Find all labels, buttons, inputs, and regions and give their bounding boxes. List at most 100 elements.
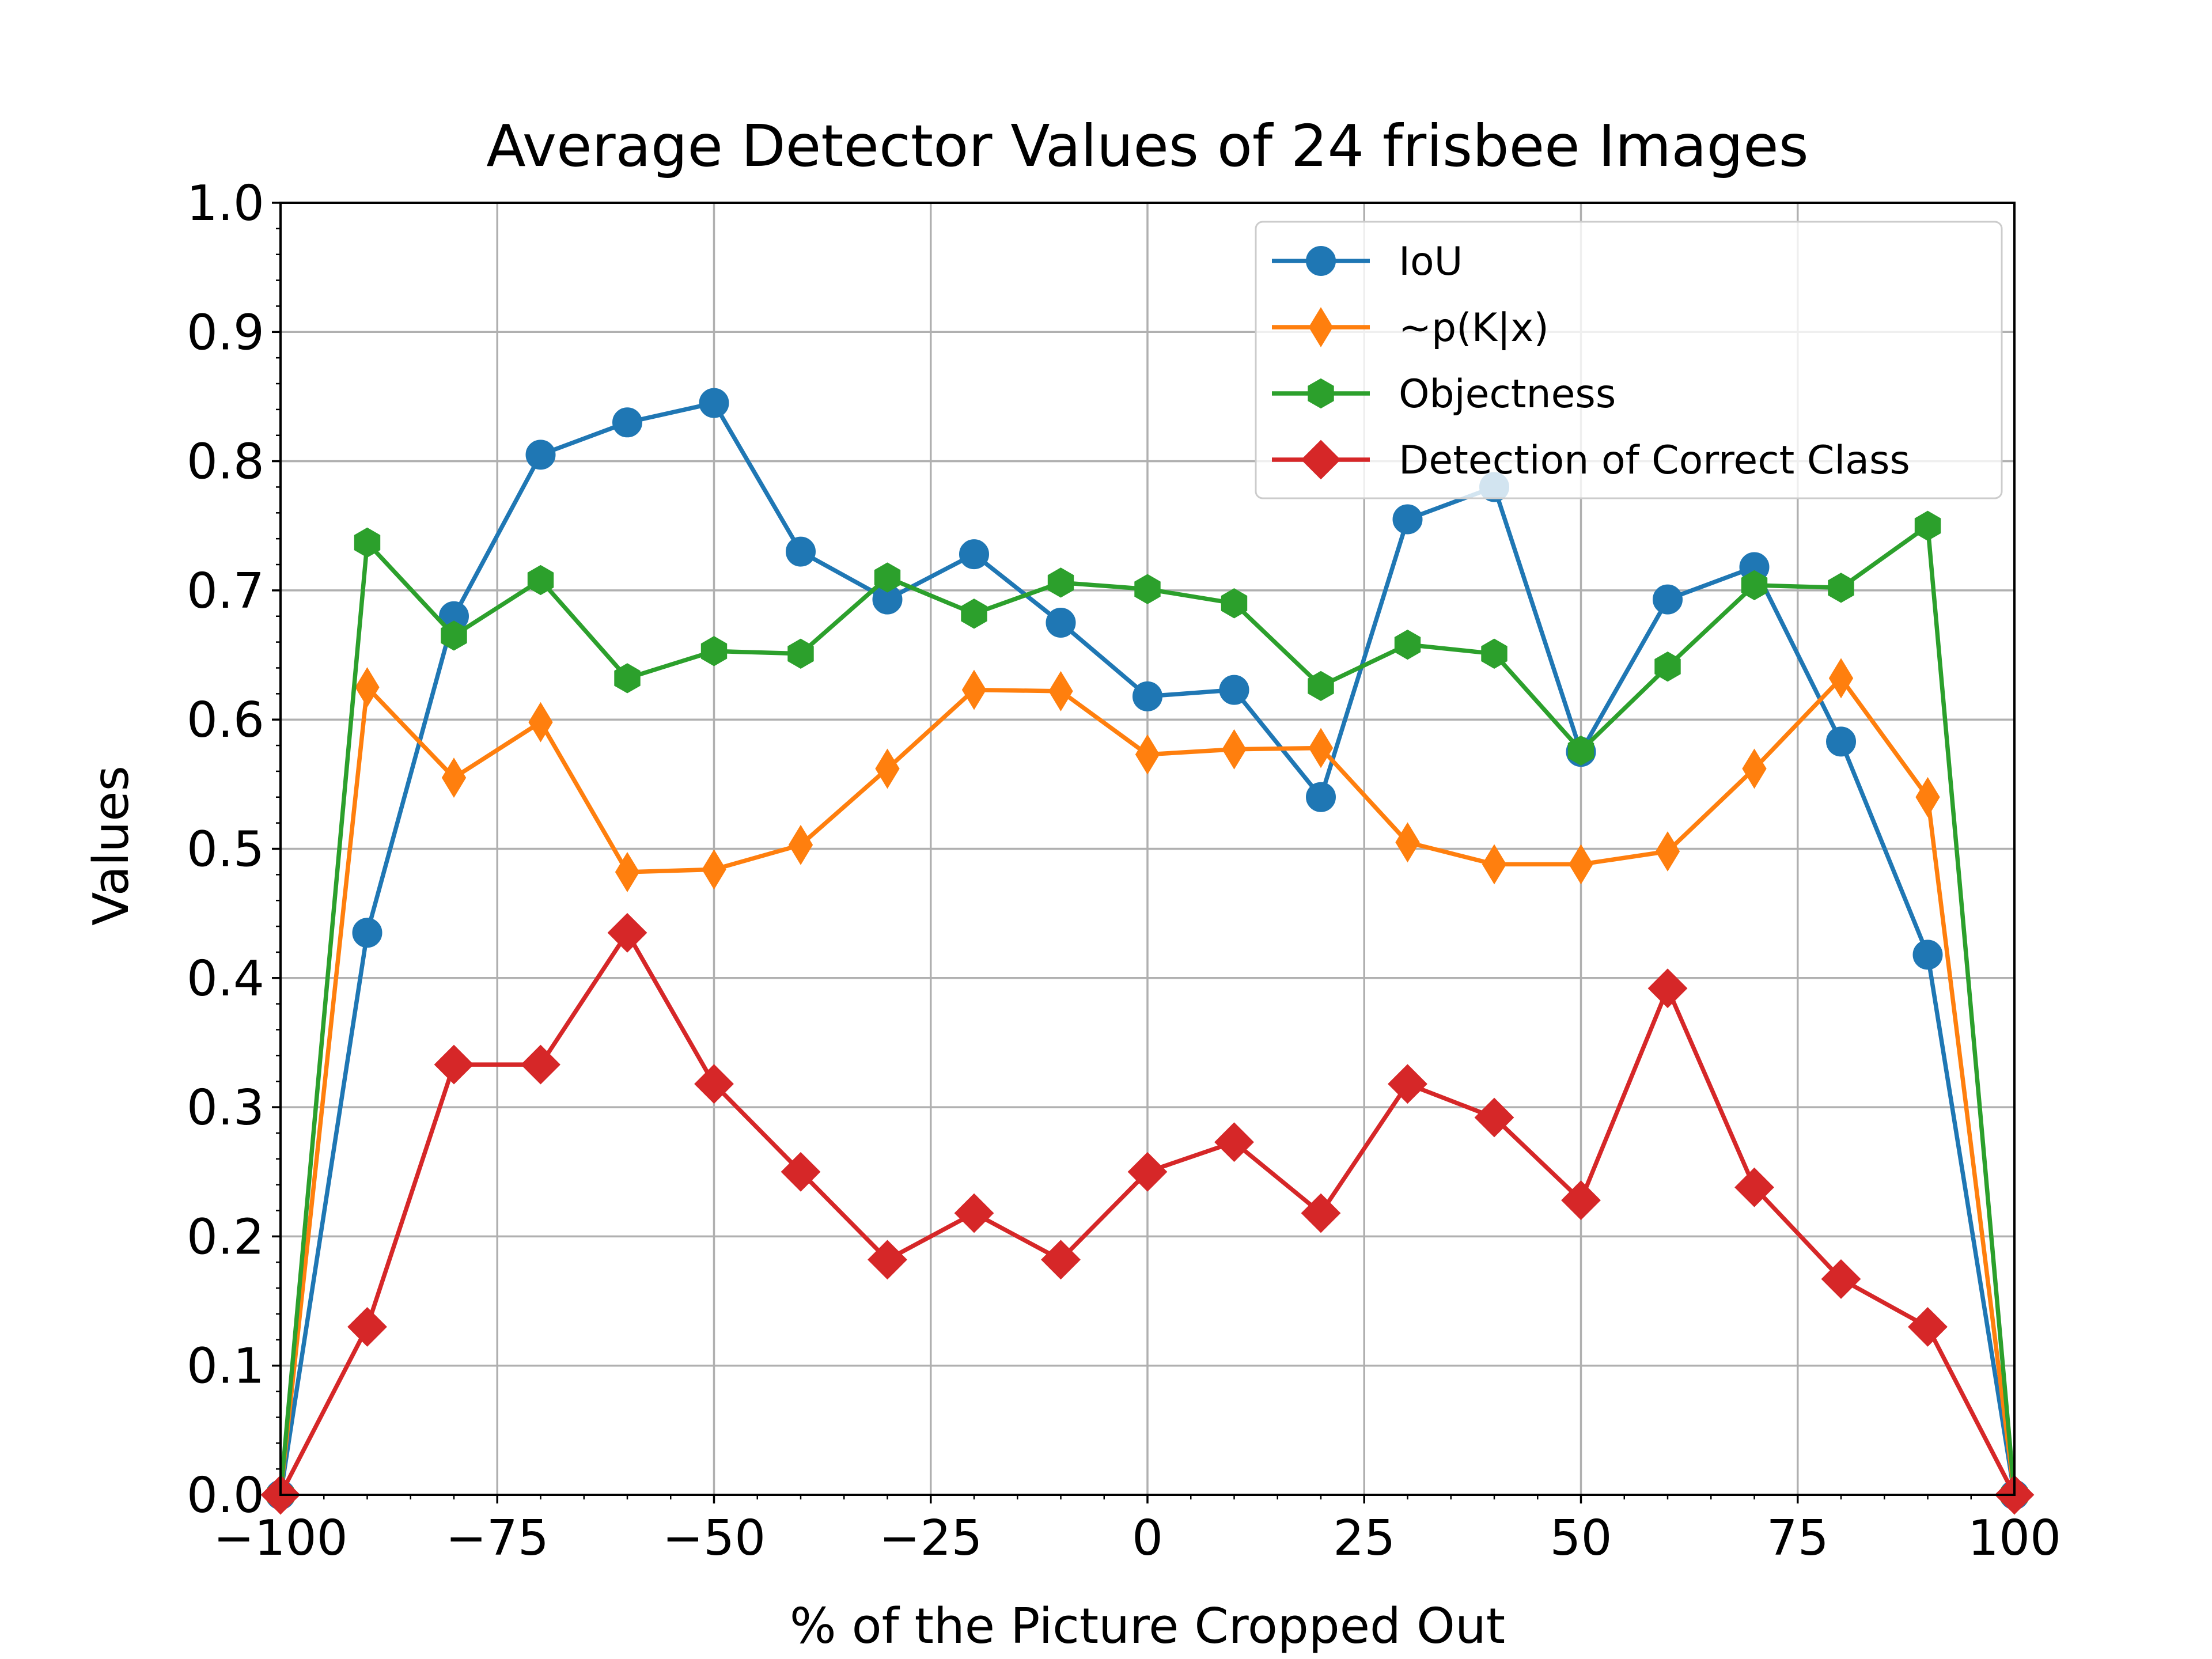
data-point-detection-of-correct-class [781,1152,821,1192]
y-tick-label: 0.7 [187,563,264,620]
x-tick-label: −100 [213,1510,347,1567]
data-point-objectness [961,599,987,629]
data-point-p-k-x [355,667,380,708]
data-point-detection-of-correct-class [347,1306,387,1347]
chart-title: Average Detector Values of 24 frisbee Im… [486,112,1808,180]
series-p-k-x [268,658,2027,1515]
y-tick-label: 0.3 [187,1080,264,1137]
data-point-p-k-x [1135,734,1160,775]
y-tick-label: 0.2 [187,1209,264,1266]
x-axis-label: % of the Picture Cropped Out [790,1598,1505,1655]
data-point-objectness [1481,638,1508,669]
x-tick-label: 50 [1550,1510,1612,1567]
legend-label: Objectness [1399,372,1616,417]
data-point-p-k-x [441,757,467,798]
data-point-p-k-x [1915,777,1940,817]
data-point-detection-of-correct-class [1734,1167,1774,1207]
x-tick-label: −25 [879,1510,982,1567]
data-point-iou [1132,681,1162,711]
y-tick-label: 0.5 [187,821,264,878]
x-tick-label: 75 [1767,1510,1829,1567]
data-point-p-k-x [1048,671,1073,711]
data-point-iou [1306,782,1336,812]
plot-area-frame [279,202,2016,1496]
x-tick-label: 25 [1333,1510,1395,1567]
data-point-p-k-x [1308,728,1334,768]
data-point-p-k-x [1222,729,1247,770]
data-point-iou [786,536,816,567]
data-point-objectness [1134,574,1161,604]
data-point-detection-of-correct-class [1041,1240,1081,1280]
x-tick-label: −50 [662,1510,766,1567]
data-point-p-k-x [615,851,640,892]
legend-label: ~p(K|x) [1399,305,1549,351]
data-point-p-k-x [528,702,553,743]
data-point-p-k-x [1742,748,1767,789]
data-point-detection-of-correct-class [1474,1097,1514,1138]
legend-item: Objectness [1272,372,1616,417]
y-axis-label: Values [83,766,140,926]
data-point-detection-of-correct-class [1214,1122,1254,1162]
legend-item: Detection of Correct Class [1272,438,1910,483]
data-point-detection-of-correct-class [1388,1064,1427,1104]
legend: IoU ~p(K|x) Objectness Detection of Correct… [1255,221,2003,499]
data-point-detection-of-correct-class [1908,1306,1948,1347]
data-point-detection-of-correct-class [1127,1152,1168,1192]
data-point-p-k-x [1482,844,1507,885]
data-point-objectness [1654,652,1681,682]
data-point-detection-of-correct-class [954,1193,994,1233]
y-tick-label: 0.9 [187,304,264,361]
data-point-p-k-x [1569,844,1593,885]
data-point-objectness [1828,573,1854,603]
data-point-objectness [1047,567,1074,598]
data-point-iou [1392,504,1423,535]
data-point-objectness [354,527,381,558]
data-point-iou [959,539,989,570]
data-point-iou [1046,607,1076,638]
legend-label: Detection of Correct Class [1399,438,1910,483]
data-point-iou [525,440,556,470]
data-point-iou [352,918,382,948]
data-point-detection-of-correct-class [1301,1193,1341,1233]
legend-label: IoU [1399,239,1463,285]
data-point-objectness [441,620,467,651]
legend-marker [1306,246,1336,276]
data-point-p-k-x [1395,822,1420,863]
y-tick-label: 0.6 [187,692,264,749]
data-point-iou [612,407,642,438]
data-point-detection-of-correct-class [1561,1180,1601,1221]
data-point-objectness [787,638,814,669]
data-point-objectness [1914,510,1941,541]
data-point-detection-of-correct-class [434,1044,474,1085]
legend-marker [1308,307,1334,347]
y-tick-label: 0.4 [187,950,264,1007]
data-point-objectness [700,636,728,666]
data-point-objectness [874,562,901,593]
legend-item: IoU [1272,239,1463,285]
data-point-iou [1219,675,1249,705]
data-point-detection-of-correct-class [868,1240,907,1280]
y-tick-label: 0.1 [187,1338,264,1395]
data-point-objectness [527,565,554,596]
y-tick-label: 0.8 [187,434,264,491]
legend-marker [1308,378,1334,409]
x-tick-label: 0 [1132,1510,1163,1567]
legend-marker [1301,440,1341,480]
data-point-iou [1653,584,1683,615]
series-detection-of-correct-class [260,912,2035,1515]
data-point-p-k-x [1828,658,1854,699]
data-point-p-k-x [961,669,987,710]
data-point-detection-of-correct-class [607,912,647,953]
data-point-p-k-x [702,849,726,890]
legend-box [1255,221,2003,499]
legend-item: ~p(K|x) [1272,305,1549,351]
data-point-objectness [614,663,641,694]
data-point-objectness [1741,570,1768,601]
data-point-objectness [1567,735,1594,766]
data-point-detection-of-correct-class [1647,968,1688,1009]
data-point-objectness [1308,671,1334,702]
data-point-objectness [1394,629,1421,660]
data-point-detection-of-correct-class [521,1044,560,1085]
data-point-iou [1826,726,1856,757]
data-point-p-k-x [875,748,900,789]
